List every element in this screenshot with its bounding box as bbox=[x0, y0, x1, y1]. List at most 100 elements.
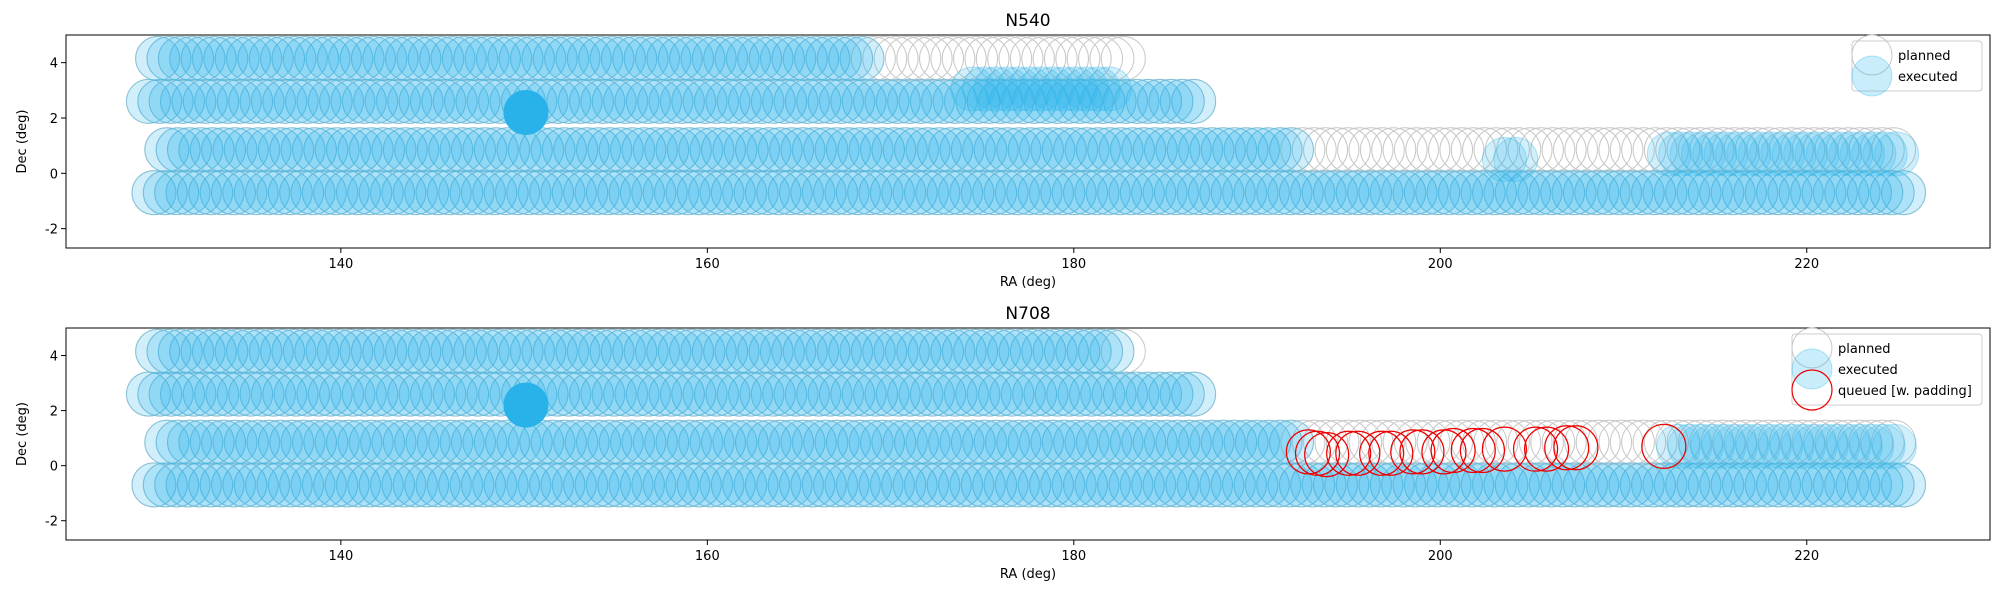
planned-pointing bbox=[1007, 419, 1053, 465]
planned-pointing bbox=[1790, 462, 1836, 508]
y-tick-label: 2 bbox=[50, 405, 58, 420]
executed-pointing bbox=[894, 419, 940, 465]
executed-pointing bbox=[1574, 170, 1620, 216]
executed-pointing bbox=[771, 328, 817, 374]
executed-pointing bbox=[1858, 462, 1904, 508]
planned-pointing bbox=[245, 170, 291, 216]
planned-pointing bbox=[409, 371, 455, 417]
executed-pointing bbox=[1714, 131, 1760, 177]
executed-pointing bbox=[239, 371, 285, 417]
planned-pointing bbox=[1257, 419, 1303, 465]
planned-pointing bbox=[248, 328, 294, 374]
executed-pointing bbox=[553, 419, 599, 465]
executed-pointing bbox=[1234, 127, 1280, 173]
planned-pointing bbox=[1859, 127, 1905, 173]
executed-pointing bbox=[1267, 170, 1313, 216]
executed-pointing bbox=[330, 371, 376, 417]
planned-pointing bbox=[700, 419, 746, 465]
executed-pointing bbox=[1097, 462, 1143, 508]
executed-pointing bbox=[631, 170, 677, 216]
planned-pointing bbox=[642, 170, 688, 216]
executed-pointing bbox=[966, 78, 1012, 124]
executed-pointing bbox=[494, 462, 540, 508]
planned-pointing bbox=[171, 371, 217, 417]
executed-pointing bbox=[756, 170, 802, 216]
planned-pointing bbox=[575, 127, 621, 173]
planned-pointing bbox=[396, 328, 442, 374]
planned-pointing bbox=[1609, 419, 1655, 465]
planned-pointing bbox=[157, 36, 203, 82]
planned-pointing bbox=[1632, 127, 1678, 173]
planned-pointing bbox=[1040, 462, 1086, 508]
executed-pointing bbox=[1057, 78, 1103, 124]
executed-pointing bbox=[180, 328, 226, 374]
planned-pointing bbox=[1733, 462, 1779, 508]
executed-pointing bbox=[146, 36, 192, 82]
executed-pointing bbox=[705, 371, 751, 417]
planned-pointing bbox=[960, 170, 1006, 216]
planned-pointing bbox=[1405, 127, 1451, 173]
planned-pointing bbox=[1450, 127, 1496, 173]
planned-pointing bbox=[1437, 170, 1483, 216]
planned-pointing bbox=[813, 462, 859, 508]
executed-pointing bbox=[614, 371, 660, 417]
executed-pointing bbox=[1121, 419, 1167, 465]
executed-pointing bbox=[1019, 419, 1065, 465]
planned-pointing bbox=[932, 78, 978, 124]
planned-pointing bbox=[705, 78, 751, 124]
executed-pointing bbox=[669, 328, 715, 374]
planned-pointing bbox=[180, 36, 226, 82]
planned-pointing bbox=[837, 127, 883, 173]
planned-pointing bbox=[279, 170, 325, 216]
executed-pointing bbox=[203, 328, 249, 374]
planned-pointing bbox=[835, 462, 881, 508]
planned-pointing bbox=[438, 170, 484, 216]
executed-pointing bbox=[1783, 131, 1829, 177]
executed-pointing bbox=[796, 78, 842, 124]
planned-pointing bbox=[1494, 170, 1540, 216]
planned-pointing bbox=[1506, 462, 1552, 508]
executed-pointing bbox=[555, 328, 601, 374]
executed-pointing bbox=[669, 36, 715, 82]
executed-pointing bbox=[1171, 78, 1217, 124]
planned-pointing bbox=[1098, 419, 1144, 465]
executed-pointing bbox=[938, 170, 984, 216]
executed-pointing bbox=[1244, 462, 1290, 508]
executed-pointing bbox=[791, 419, 837, 465]
planned-pointing bbox=[154, 462, 200, 508]
executed-pointing bbox=[1483, 462, 1529, 508]
executed-pointing bbox=[578, 36, 624, 82]
executed-pointing bbox=[837, 127, 883, 173]
planned-pointing bbox=[398, 371, 444, 417]
executed-pointing bbox=[1041, 127, 1087, 173]
planned-pointing bbox=[716, 371, 762, 417]
planned-pointing bbox=[1051, 170, 1097, 216]
planned-pointing bbox=[1551, 170, 1597, 216]
planned-pointing bbox=[1303, 127, 1349, 173]
executed-pointing bbox=[930, 328, 976, 374]
executed-pointing bbox=[532, 36, 578, 82]
planned-pointing bbox=[1030, 127, 1076, 173]
executed-pointing bbox=[1792, 423, 1838, 469]
planned-pointing bbox=[864, 371, 910, 417]
planned-pointing bbox=[1426, 170, 1472, 216]
planned-pointing bbox=[1791, 127, 1837, 173]
executed-pointing bbox=[1064, 419, 1110, 465]
planned-pointing bbox=[1801, 462, 1847, 508]
planned-pointing bbox=[228, 78, 274, 124]
executed-pointing bbox=[625, 371, 671, 417]
executed-pointing bbox=[290, 462, 336, 508]
executed-pointing bbox=[805, 36, 851, 82]
planned-pointing bbox=[1246, 127, 1292, 173]
executed-pointing bbox=[871, 419, 917, 465]
executed-pointing bbox=[498, 328, 544, 374]
executed-pointing bbox=[1114, 78, 1160, 124]
executed-pointing bbox=[358, 462, 404, 508]
executed-pointing bbox=[1278, 170, 1324, 216]
executed-pointing bbox=[1335, 170, 1381, 216]
executed-pointing bbox=[882, 419, 928, 465]
planned-pointing bbox=[1268, 127, 1314, 173]
executed-pointing bbox=[248, 36, 294, 82]
executed-pointing bbox=[1642, 170, 1688, 216]
executed-pointing bbox=[1212, 419, 1258, 465]
